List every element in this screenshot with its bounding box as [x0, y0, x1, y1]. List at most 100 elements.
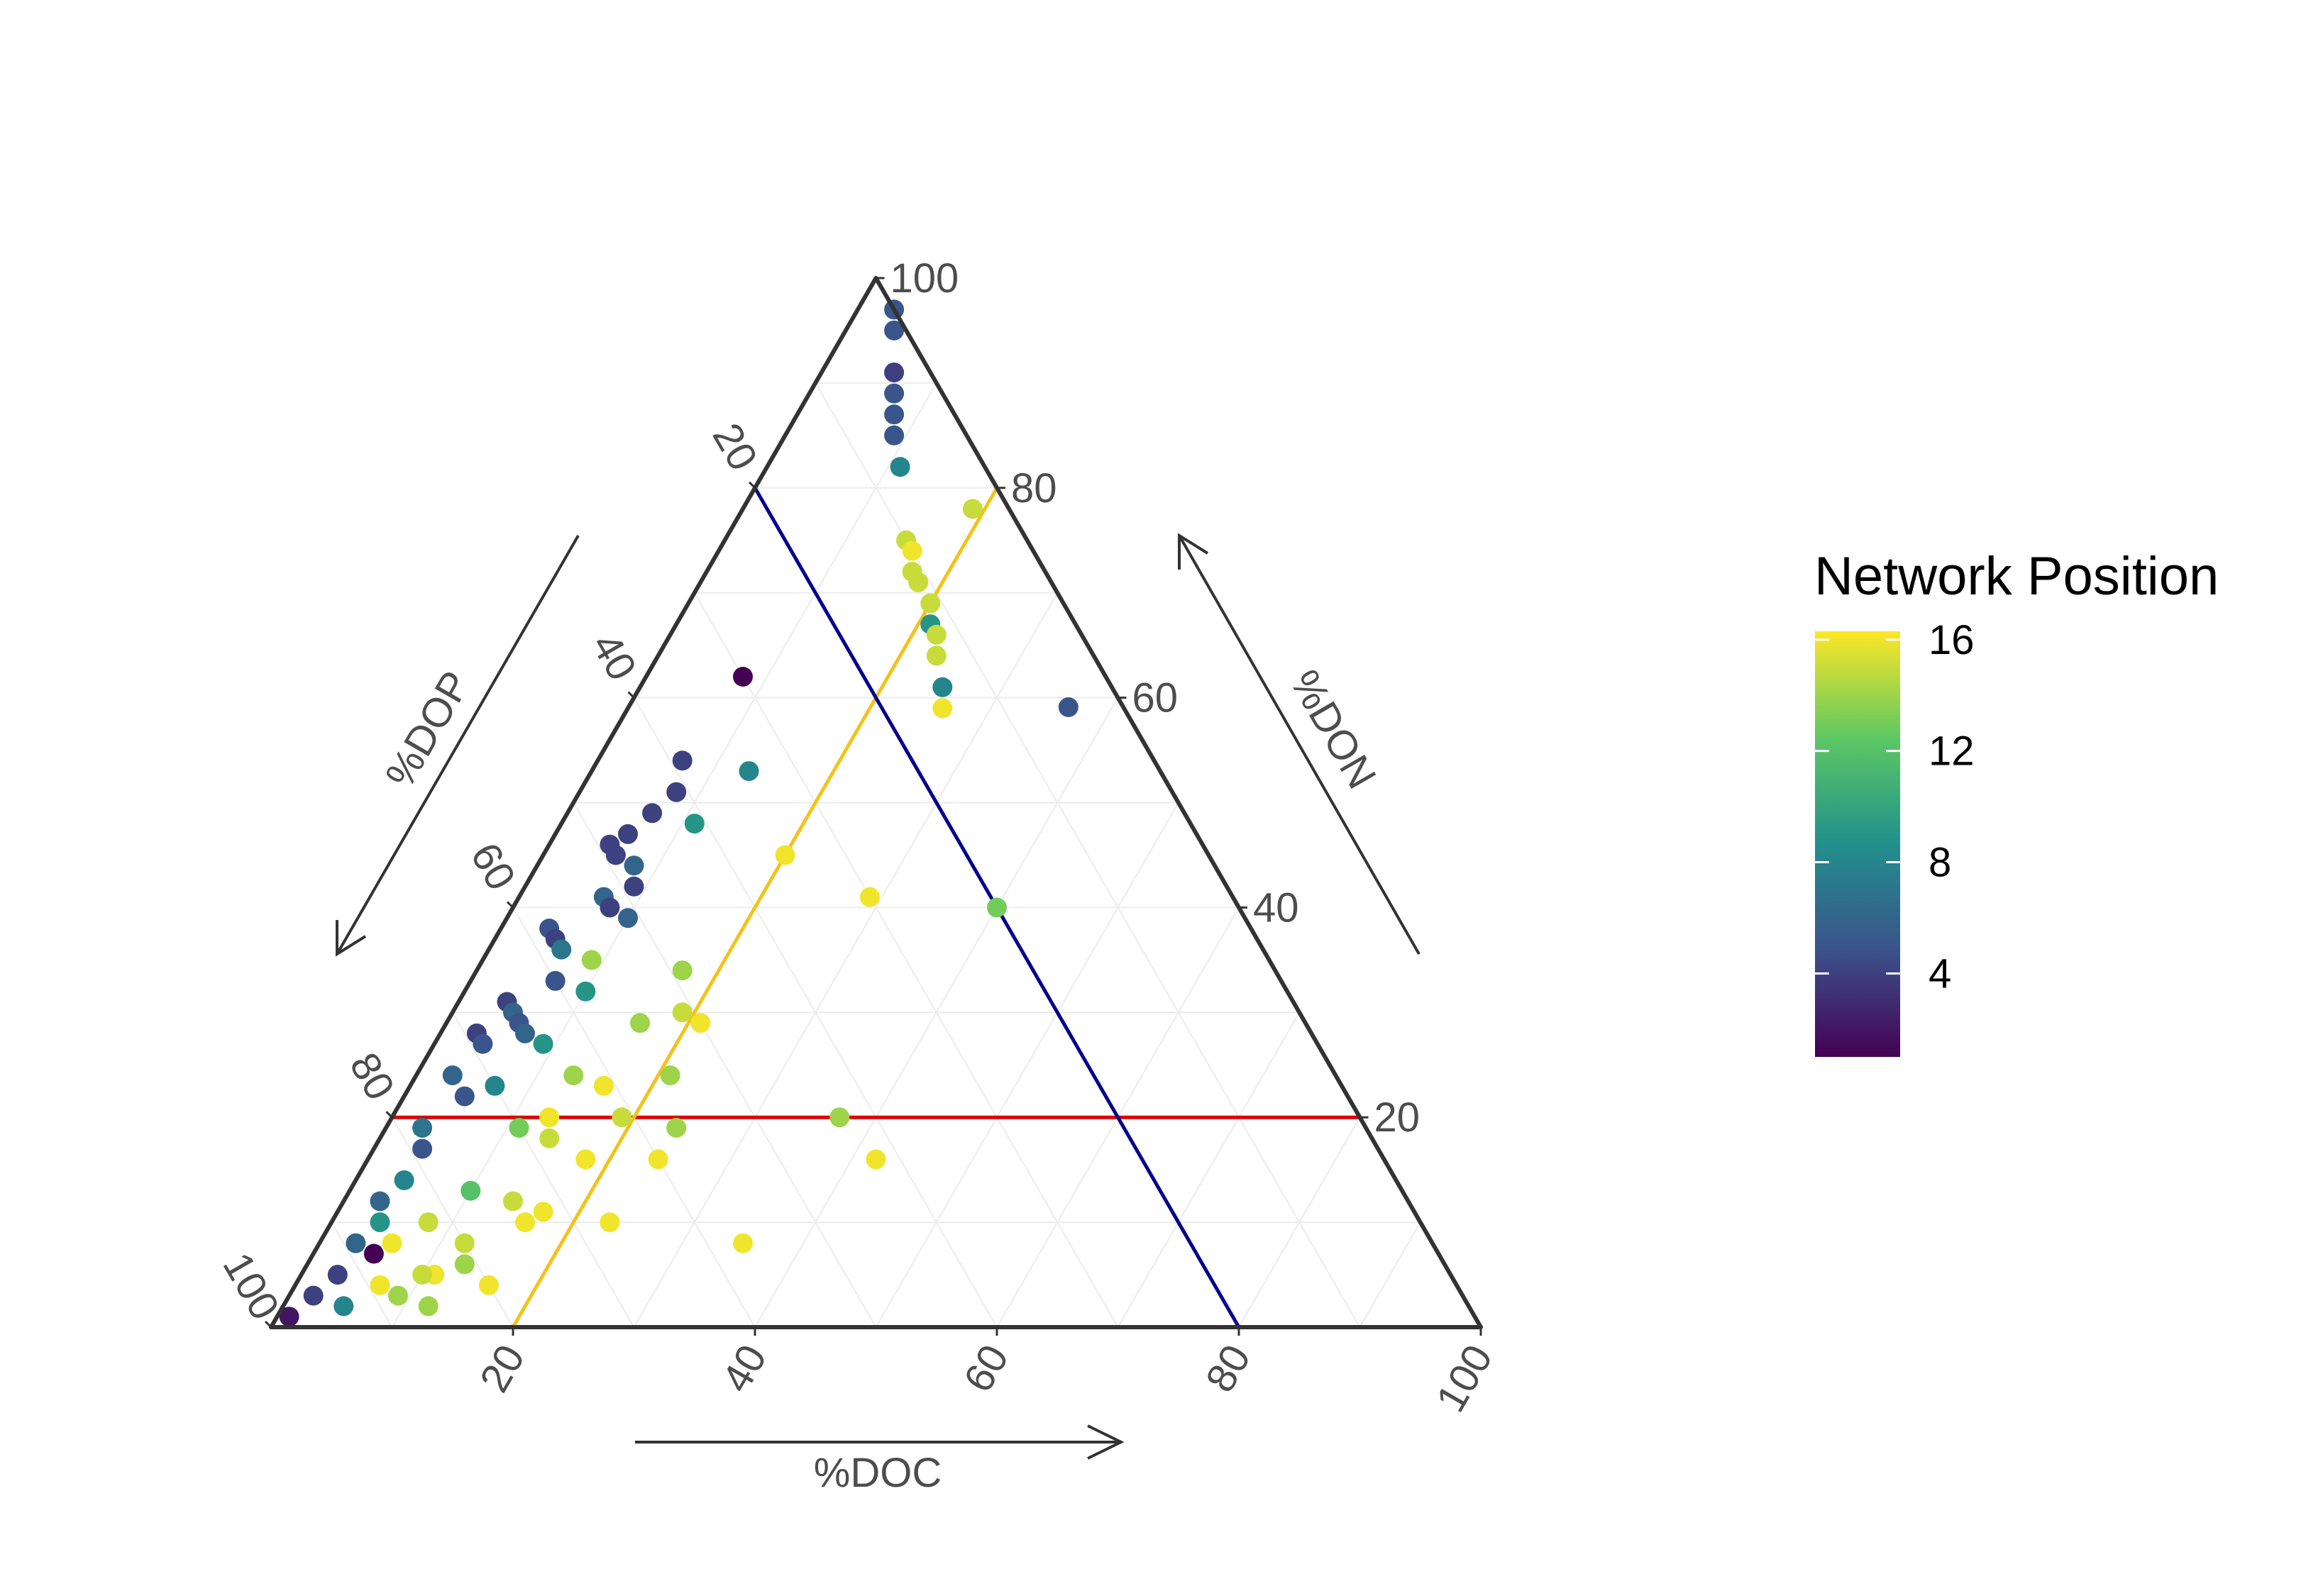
data-point — [612, 1107, 632, 1128]
data-point — [829, 1107, 850, 1128]
data-point — [884, 362, 905, 383]
data-point — [370, 1191, 390, 1212]
data-point — [987, 897, 1007, 918]
data-point — [485, 1075, 505, 1096]
grid-line — [1117, 1012, 1301, 1328]
data-point — [279, 1307, 299, 1327]
doc-tick-label: 80 — [1197, 1337, 1260, 1400]
data-point — [545, 970, 566, 991]
data-point — [382, 1233, 402, 1253]
grid-line — [693, 592, 1119, 1328]
dop-tick-mark — [627, 691, 635, 699]
data-point — [600, 1212, 620, 1233]
data-point — [624, 876, 644, 897]
data-points — [279, 299, 1078, 1327]
don-axis-title: %DON — [1281, 663, 1386, 797]
don-tick-label: 80 — [1011, 465, 1057, 511]
dop-tick-label: 40 — [583, 626, 646, 688]
data-point — [370, 1275, 390, 1295]
data-point — [672, 1002, 693, 1023]
data-point — [618, 908, 638, 929]
data-point — [551, 939, 572, 960]
dop-tick-label: 60 — [462, 835, 525, 897]
dop-tick-mark — [385, 1111, 393, 1119]
don-tick-label: 40 — [1253, 885, 1299, 931]
data-point — [690, 1013, 711, 1033]
data-point — [908, 572, 929, 592]
data-point — [932, 698, 953, 719]
data-point — [624, 855, 644, 876]
doc-tick-label: 40 — [713, 1337, 776, 1400]
data-point — [672, 750, 693, 771]
data-point — [473, 1033, 493, 1054]
grid-line — [875, 802, 1179, 1328]
dop-tick-mark — [506, 901, 514, 909]
data-point — [932, 677, 953, 697]
doc-tick-label: 20 — [471, 1337, 534, 1400]
data-point — [418, 1212, 438, 1233]
data-point — [1058, 697, 1078, 717]
data-point — [515, 1212, 536, 1233]
data-point — [593, 1075, 614, 1096]
grid-line — [331, 1221, 393, 1328]
data-point — [327, 1265, 348, 1285]
data-point — [866, 1149, 886, 1170]
data-point — [478, 1275, 499, 1295]
grid-line — [633, 592, 1059, 1328]
data-point — [412, 1138, 433, 1159]
data-point — [884, 383, 905, 404]
data-point — [962, 499, 983, 519]
grid-line — [391, 382, 937, 1328]
data-point — [884, 320, 905, 340]
data-point — [363, 1243, 384, 1264]
data-point — [581, 950, 602, 970]
dop-tick-mark — [748, 481, 756, 489]
data-point — [394, 1170, 414, 1190]
data-point — [509, 1118, 529, 1138]
reference-line-doc — [511, 487, 999, 1329]
colorbar-legend: Network Position 4 8 12 16 — [1814, 546, 2219, 1057]
data-point — [442, 1065, 463, 1085]
colorbar-tick-label: 8 — [1929, 839, 1951, 885]
dop-axis-title: %DOP — [377, 663, 480, 795]
don-axis-arrow — [1178, 533, 1420, 955]
grid-line — [1238, 1116, 1361, 1328]
data-point — [733, 667, 753, 687]
data-point — [884, 425, 905, 445]
data-point — [333, 1296, 354, 1317]
triangle-outline — [269, 276, 1483, 1329]
data-point — [684, 814, 705, 834]
data-point — [575, 1149, 596, 1170]
colorbar-title: Network Position — [1814, 546, 2219, 606]
data-point — [860, 887, 880, 907]
data-point — [412, 1118, 433, 1138]
dop-tick-mark — [264, 1320, 272, 1329]
data-point — [926, 624, 947, 645]
data-point — [926, 645, 947, 666]
data-point — [600, 897, 620, 918]
data-point — [539, 1107, 560, 1128]
data-point — [370, 1212, 390, 1233]
data-point — [388, 1285, 408, 1306]
data-point — [303, 1285, 324, 1306]
colorbar-tick-label: 12 — [1929, 728, 1975, 775]
data-point — [346, 1233, 366, 1253]
data-point — [666, 1118, 687, 1138]
colorbar-gradient — [1815, 631, 1900, 1057]
grid-line — [1359, 1221, 1421, 1328]
data-point — [733, 1233, 753, 1253]
data-point — [920, 593, 941, 614]
data-point — [533, 1033, 553, 1054]
data-point — [503, 1191, 523, 1212]
don-tick-label: 100 — [890, 255, 959, 301]
grid-line — [815, 382, 1361, 1328]
data-point — [618, 824, 638, 844]
data-point — [890, 457, 910, 477]
data-point — [575, 981, 596, 1002]
data-point — [902, 541, 922, 561]
data-point — [630, 1013, 650, 1033]
dop-tick-label: 20 — [704, 416, 767, 478]
data-point — [460, 1180, 481, 1201]
data-point — [515, 1023, 535, 1043]
